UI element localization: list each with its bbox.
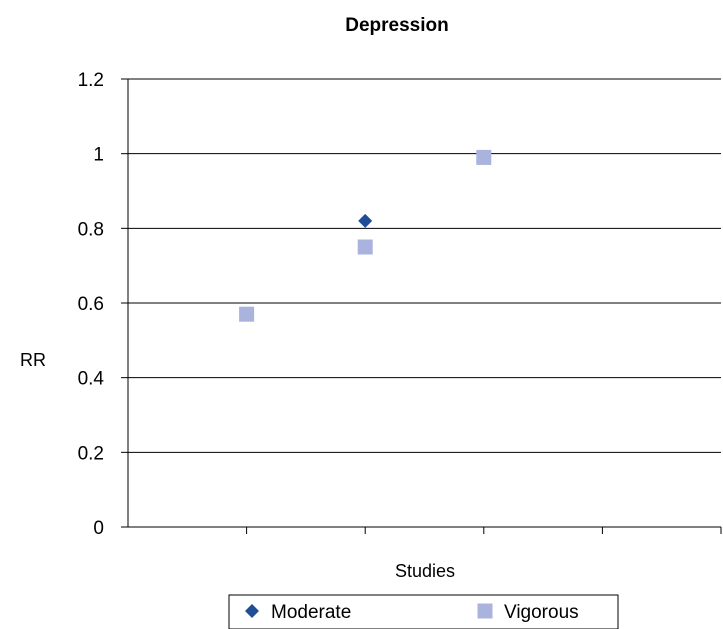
gridlines [128,78,721,453]
data-points [239,149,492,322]
y-tick-label: 1.2 [78,70,104,91]
legend-box [228,594,619,629]
legend: Moderate Vigorous [228,594,619,629]
y-tick-label: 0.8 [78,219,104,240]
y-tick-label: 0.4 [78,369,105,390]
data-point-vigorous [357,239,373,255]
data-point-vigorous [239,306,255,322]
legend-marker-vigorous [477,603,493,619]
y-tick-label: 0.6 [78,294,104,315]
y-tick-labels: 0 0.2 0.4 0.6 0.8 1 1.2 [78,70,105,539]
data-point-vigorous [476,149,492,165]
y-tick-label: 1 [93,145,104,166]
x-axis-label: Studies [395,561,455,581]
axes [121,78,722,534]
y-tick-label: 0.2 [78,443,104,464]
y-axis-label: RR [20,350,46,370]
y-tick-label: 0 [93,518,104,539]
chart-title: Depression [345,15,448,36]
legend-label-vigorous: Vigorous [504,602,579,623]
data-point-moderate [358,213,373,228]
legend-marker-moderate [245,604,259,618]
legend-label-moderate: Moderate [271,602,351,623]
